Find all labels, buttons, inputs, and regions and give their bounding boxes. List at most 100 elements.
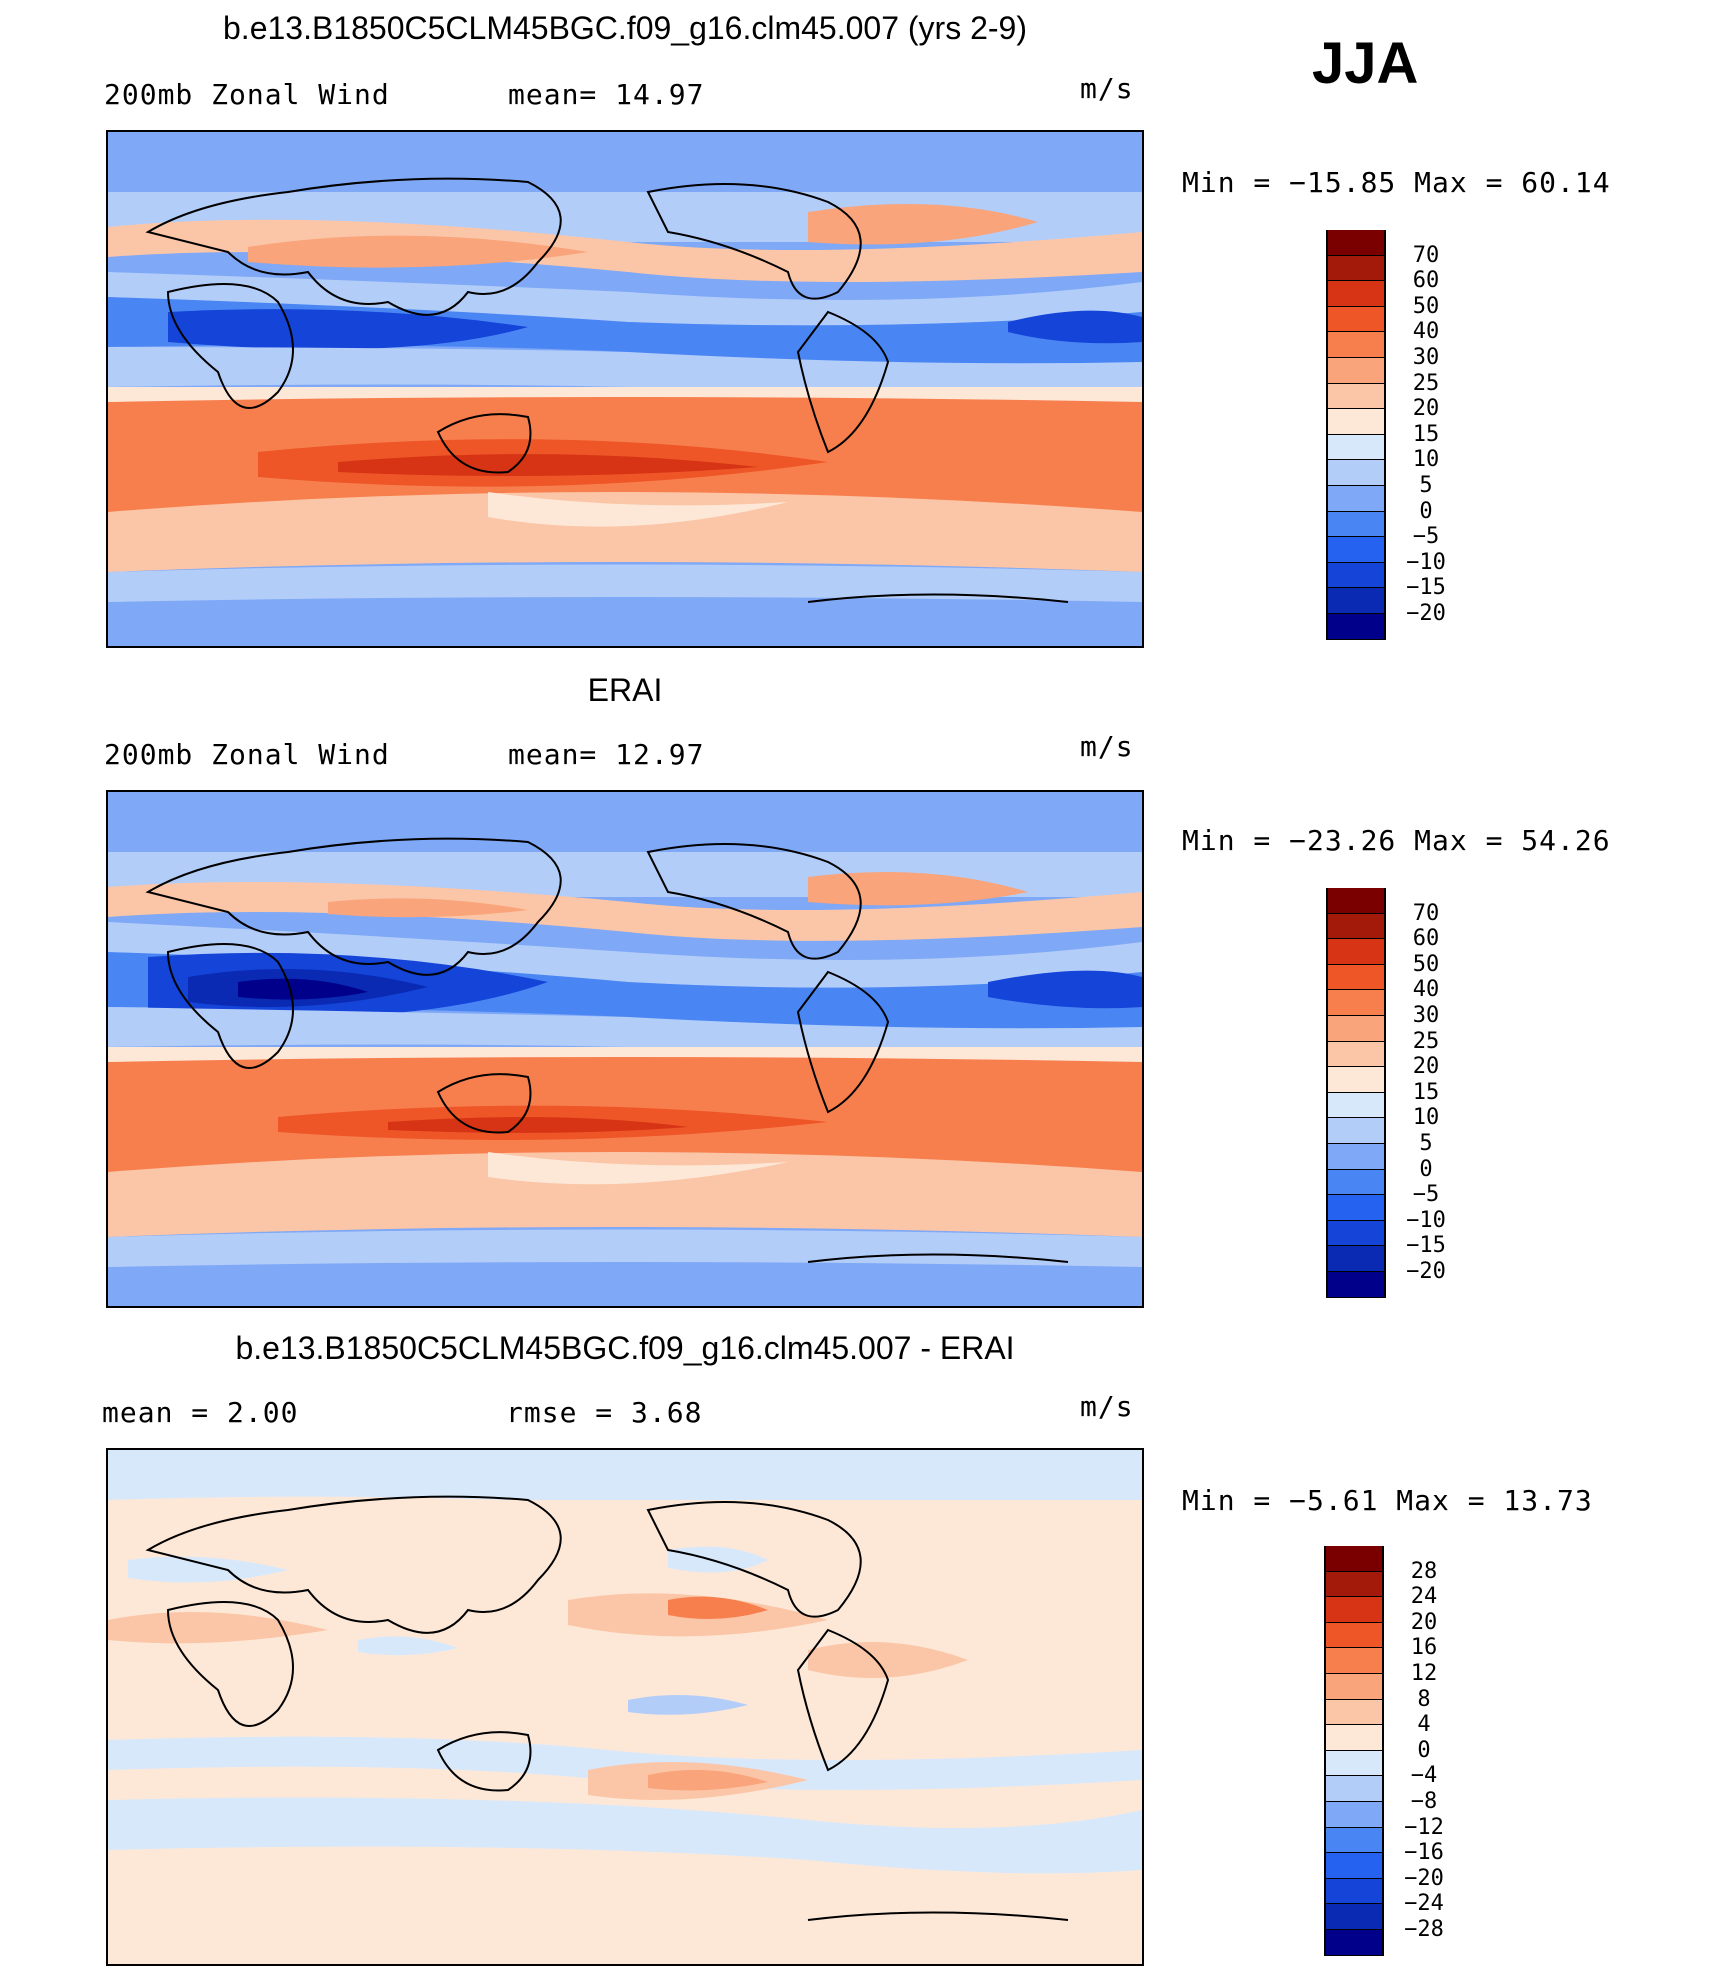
- colorbar-cell: [1326, 332, 1386, 358]
- colorbar-cell: [1324, 1648, 1384, 1674]
- colorbar-cell: [1326, 460, 1386, 486]
- panel-3-rmse-label: rmse = 3.68: [506, 1396, 703, 1429]
- colorbar-tick-label: 20: [1412, 1054, 1440, 1080]
- colorbar-cell: [1324, 1597, 1384, 1623]
- colorbar-tick-label: 0: [1419, 1156, 1433, 1182]
- colorbar-cell: [1324, 1725, 1384, 1751]
- panel-1-mean-label: mean= 14.97: [508, 78, 705, 111]
- colorbar-cell: [1326, 939, 1386, 965]
- colorbar-tick-label: 28: [1410, 1558, 1438, 1584]
- colorbar-cell: [1324, 1546, 1384, 1572]
- panel-3-mean-label: mean = 2.00: [102, 1396, 299, 1429]
- colorbar-cell: [1326, 1195, 1386, 1221]
- colorbar-tick-label: 20: [1410, 1609, 1438, 1635]
- colorbar-cell: [1326, 1041, 1386, 1068]
- colorbar-cell: [1324, 1750, 1384, 1777]
- colorbar-tick-label: −15: [1406, 1233, 1446, 1259]
- colorbar-tick-label: 30: [1412, 1003, 1440, 1028]
- colorbar-tick-label: −20: [1406, 601, 1446, 626]
- colorbar-cell: [1326, 486, 1386, 512]
- panel-1-units-label: m/s: [1080, 72, 1134, 105]
- colorbar-tick-label: 10: [1412, 1105, 1440, 1131]
- colorbar-tick-label: 20: [1412, 396, 1440, 422]
- colorbar-tick-label: 5: [1419, 1131, 1433, 1156]
- colorbar-tick-label: 10: [1412, 447, 1440, 473]
- colorbar-tick-label: 40: [1412, 319, 1440, 345]
- colorbar-cell: [1324, 1674, 1384, 1700]
- colorbar-tick-label: −28: [1404, 1917, 1444, 1942]
- colorbar-tick-label: 40: [1412, 977, 1440, 1003]
- colorbar-cell: [1324, 1571, 1384, 1598]
- colorbar-tick-label: −8: [1410, 1789, 1438, 1814]
- colorbar-cell: [1326, 1118, 1386, 1144]
- colorbar-tick-label: 70: [1412, 900, 1440, 926]
- colorbar-cell: [1324, 1878, 1384, 1905]
- colorbar-tick-label: −12: [1404, 1814, 1444, 1840]
- colorbar-cell: [1326, 306, 1386, 333]
- colorbar-cell: [1324, 1930, 1384, 1956]
- colorbar-cell: [1326, 434, 1386, 461]
- panel-2-title: ERAI: [587, 672, 663, 708]
- colorbar-tick-label: 15: [1412, 1079, 1440, 1105]
- colorbar-tick-label: 60: [1412, 926, 1440, 952]
- colorbar-tick-label: −15: [1406, 575, 1446, 601]
- colorbar-tick-label: 12: [1410, 1661, 1438, 1686]
- colorbar-cell: [1324, 1827, 1384, 1854]
- colorbar-cell: [1326, 511, 1386, 538]
- panel-3-map: [106, 1448, 1144, 1966]
- colorbar-cell: [1326, 562, 1386, 589]
- colorbar-tick-label: −20: [1406, 1259, 1446, 1284]
- panel-2-mean-label: mean= 12.97: [508, 738, 705, 771]
- colorbar-tick-label: 8: [1417, 1686, 1431, 1712]
- colorbar-tick-label: −4: [1410, 1763, 1438, 1789]
- colorbar-cell: [1326, 1144, 1386, 1170]
- colorbar-cell: [1326, 990, 1386, 1016]
- colorbar-cell: [1324, 1776, 1384, 1802]
- colorbar-tick-label: 0: [1417, 1737, 1431, 1763]
- colorbar-cell: [1324, 1802, 1384, 1828]
- colorbar-tick-label: −20: [1404, 1865, 1444, 1891]
- colorbar-cell: [1326, 913, 1386, 940]
- colorbar-cell: [1324, 1622, 1384, 1649]
- panel-1-map: [106, 130, 1144, 648]
- panel-2-map: [106, 790, 1144, 1308]
- colorbar-cell: [1324, 1904, 1384, 1930]
- colorbar-tick-label: −24: [1404, 1891, 1444, 1917]
- colorbar-cell: [1326, 281, 1386, 307]
- colorbar-tick-label: 30: [1412, 345, 1440, 370]
- colorbar-cell: [1326, 588, 1386, 614]
- panel-2-units-label: m/s: [1080, 730, 1134, 763]
- colorbar-cell: [1326, 1246, 1386, 1272]
- panel-2-minmax-label: Min = −23.26 Max = 54.26: [1182, 824, 1611, 857]
- colorbar-cell: [1326, 358, 1386, 384]
- panel-1-title: b.e13.B1850C5CLM45BGC.f09_g16.clm45.007 …: [223, 10, 1027, 46]
- colorbar-cell: [1326, 1067, 1386, 1093]
- colorbar-tick-label: 50: [1412, 293, 1440, 319]
- colorbar-cell: [1326, 614, 1386, 640]
- season-label: JJA: [1312, 31, 1419, 96]
- colorbar-cell: [1326, 383, 1386, 410]
- colorbar-cell: [1326, 1220, 1386, 1247]
- colorbar-tick-label: −5: [1412, 1182, 1440, 1208]
- colorbar-tick-label: 4: [1417, 1712, 1431, 1738]
- colorbar-tick-label: 70: [1412, 242, 1440, 268]
- panel-3-minmax-label: Min = −5.61 Max = 13.73: [1182, 1484, 1593, 1517]
- colorbar-cell: [1326, 230, 1386, 256]
- colorbar-tick-label: −10: [1406, 1207, 1446, 1233]
- colorbar-cell: [1326, 1016, 1386, 1042]
- panel-2-variable-label: 200mb Zonal Wind: [104, 738, 390, 771]
- panel-3-title: b.e13.B1850C5CLM45BGC.f09_g16.clm45.007 …: [235, 1330, 1015, 1366]
- colorbar-cell: [1326, 1272, 1386, 1298]
- colorbar-cell: [1326, 537, 1386, 563]
- colorbar-cell: [1326, 1092, 1386, 1119]
- panel-3-units-label: m/s: [1080, 1390, 1134, 1423]
- colorbar-tick-label: 0: [1419, 498, 1433, 524]
- colorbar-tick-label: 25: [1412, 370, 1440, 396]
- colorbar-tick-label: −16: [1404, 1840, 1444, 1866]
- colorbar-cell: [1326, 964, 1386, 991]
- colorbar-cell: [1326, 1169, 1386, 1196]
- panel-1-variable-label: 200mb Zonal Wind: [104, 78, 390, 111]
- colorbar-cell: [1324, 1699, 1384, 1726]
- colorbar-tick-label: −5: [1412, 524, 1440, 550]
- colorbar-tick-label: 60: [1412, 268, 1440, 294]
